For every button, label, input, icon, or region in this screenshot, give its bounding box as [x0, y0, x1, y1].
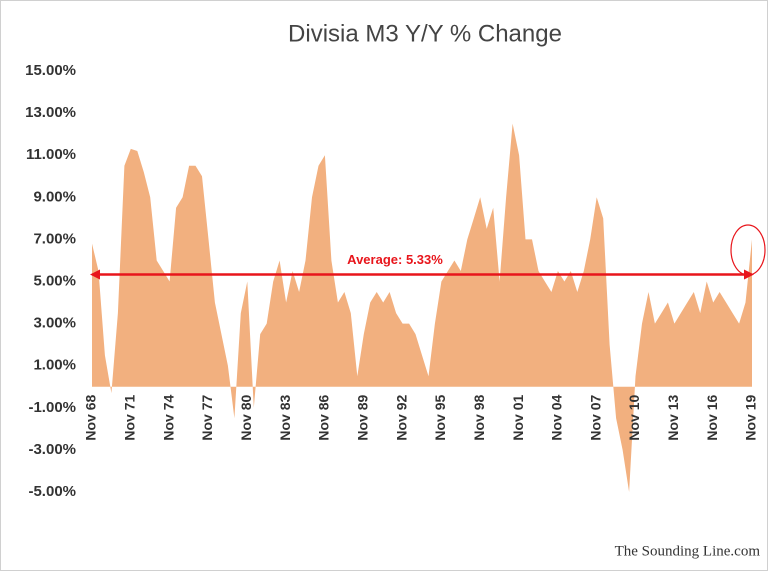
x-tick-label: Nov 86 [316, 394, 332, 440]
x-tick-label: Nov 16 [704, 394, 720, 440]
source: The Sounding Line.com [615, 543, 761, 559]
x-tick-label: Nov 68 [83, 394, 99, 440]
x-tick-label: Nov 13 [665, 394, 681, 440]
y-tick-label: 7.00% [33, 230, 76, 247]
y-tick-label: 15.00% [25, 62, 76, 79]
y-tick-label: -5.00% [28, 483, 76, 500]
x-tick-label: Nov 98 [471, 394, 487, 440]
x-tick-label: Nov 92 [393, 394, 409, 440]
x-tick-label: Nov 01 [510, 394, 526, 440]
y-tick-label: 9.00% [33, 188, 76, 205]
average-label: Average: 5.33% [347, 252, 443, 267]
y-tick-label: -3.00% [28, 441, 76, 458]
y-tick-label: 5.00% [33, 272, 76, 289]
y-tick-label: 3.00% [33, 315, 76, 332]
x-tick-label: Nov 95 [432, 394, 448, 440]
x-tick-label: Nov 80 [238, 394, 254, 440]
x-tick-label: Nov 07 [587, 394, 603, 440]
y-tick-label: -1.00% [28, 399, 76, 416]
chart-title: Divisia M3 Y/Y % Change [288, 20, 562, 47]
x-tick-label: Nov 83 [277, 394, 293, 440]
x-tick-label: Nov 04 [549, 394, 565, 440]
x-tick-label: Nov 77 [199, 394, 215, 440]
y-tick-label: 1.00% [33, 357, 76, 374]
x-tick-label: Nov 19 [743, 394, 759, 440]
x-tick-label: Nov 89 [355, 394, 371, 440]
y-tick-label: 11.00% [26, 146, 76, 163]
x-tick-label: Nov 10 [626, 394, 642, 440]
x-tick-label: Nov 71 [122, 394, 138, 440]
y-tick-label: 13.00% [25, 104, 76, 121]
x-tick-label: Nov 74 [160, 394, 176, 440]
